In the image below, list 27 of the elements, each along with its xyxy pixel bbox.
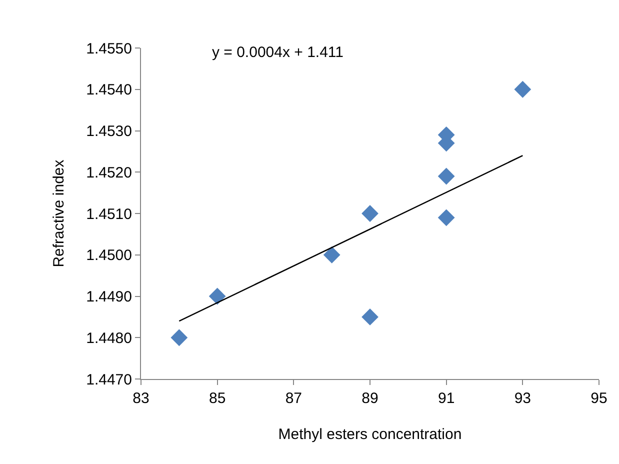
x-tick-label: 95 bbox=[590, 390, 608, 407]
point bbox=[438, 209, 455, 226]
x-tick-label: 93 bbox=[514, 390, 532, 407]
point bbox=[323, 246, 340, 264]
y-tick-label: 1.4550 bbox=[86, 40, 132, 58]
x-tick-label: 85 bbox=[208, 390, 226, 407]
y-tick-label: 1.4510 bbox=[86, 206, 132, 223]
point bbox=[362, 308, 378, 326]
y-tick-label: 1.4540 bbox=[86, 82, 132, 99]
x-tick-label: 87 bbox=[285, 390, 302, 407]
y-axis-title: Refractive index bbox=[50, 159, 68, 268]
y-tick-label: 1.4520 bbox=[86, 164, 132, 182]
point bbox=[438, 168, 455, 185]
y-tick-label: 1.4500 bbox=[86, 247, 132, 264]
x-tick-label: 83 bbox=[132, 390, 150, 407]
annotation: y = 0.0004x + 1.411 bbox=[212, 44, 344, 61]
y-tick-label: 1.4470 bbox=[86, 371, 132, 388]
point bbox=[208, 288, 226, 305]
x-axis-title: Methyl esters concentration bbox=[278, 426, 462, 443]
x-tick-label: 91 bbox=[438, 390, 455, 407]
point bbox=[514, 80, 532, 98]
point bbox=[170, 329, 188, 346]
point bbox=[362, 205, 378, 222]
y-tick-label: 1.4490 bbox=[86, 288, 132, 306]
y-tick-label: 1.4530 bbox=[86, 123, 132, 140]
x-tick-label: 89 bbox=[362, 390, 378, 407]
y-tick-label: 1.4480 bbox=[86, 330, 132, 347]
